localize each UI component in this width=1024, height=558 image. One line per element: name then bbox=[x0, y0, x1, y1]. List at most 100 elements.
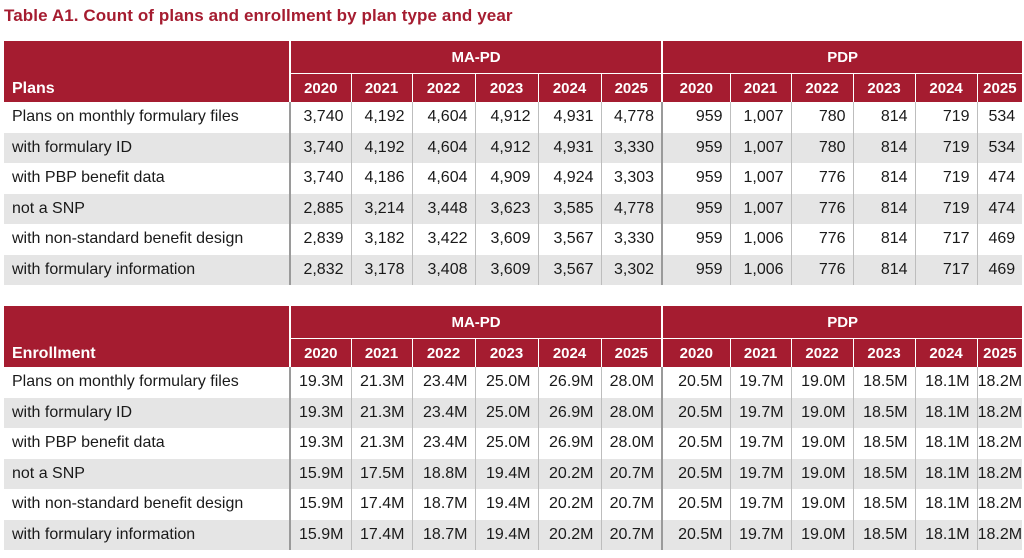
cell-pdp: 19.7M bbox=[730, 367, 792, 398]
cell-ma-pd: 17.4M bbox=[351, 519, 413, 550]
row-label: with PBP benefit data bbox=[4, 428, 291, 459]
cell-ma-pd: 25.0M bbox=[475, 428, 539, 459]
table-row: with formulary information 2,832 3,178 3,40… bbox=[4, 254, 1023, 285]
table-row: with non-standard benefit design 2,839 3,1… bbox=[4, 224, 1023, 255]
cell-ma-pd: 4,778 bbox=[601, 193, 664, 224]
cell-pdp: 814 bbox=[853, 163, 916, 194]
cell-ma-pd: 21.3M bbox=[351, 367, 413, 398]
year-header-ma-pd-1: 2021 bbox=[351, 338, 413, 367]
cell-ma-pd: 4,912 bbox=[475, 102, 539, 133]
enrollment-header-label: Enrollment bbox=[4, 306, 291, 367]
year-header-ma-pd-1: 2021 bbox=[351, 73, 413, 102]
cell-ma-pd: 19.3M bbox=[290, 397, 352, 428]
cell-pdp: 19.0M bbox=[791, 397, 854, 428]
year-header-ma-pd-3: 2023 bbox=[475, 73, 539, 102]
table-row: with formulary ID 3,740 4,192 4,604 4,912 4,9… bbox=[4, 132, 1023, 163]
table-row: Plans on monthly formulary files 3,740 4,1… bbox=[4, 102, 1023, 133]
cell-ma-pd: 3,609 bbox=[475, 224, 539, 255]
year-header-pdp-3: 2023 bbox=[853, 73, 916, 102]
cell-ma-pd: 2,839 bbox=[290, 224, 352, 255]
cell-pdp: 814 bbox=[853, 102, 916, 133]
cell-pdp: 780 bbox=[791, 132, 854, 163]
cell-pdp: 20.5M bbox=[662, 367, 731, 398]
table-row: with formulary information 15.9M 17.4M 18.7… bbox=[4, 519, 1023, 550]
cell-ma-pd: 2,832 bbox=[290, 254, 352, 285]
cell-pdp: 469 bbox=[977, 224, 1023, 255]
cell-pdp: 18.5M bbox=[853, 519, 916, 550]
year-header-pdp-4: 2024 bbox=[915, 338, 978, 367]
row-label: with formulary information bbox=[4, 254, 291, 285]
cell-pdp: 814 bbox=[853, 254, 916, 285]
cell-pdp: 18.1M bbox=[915, 428, 978, 459]
cell-ma-pd: 23.4M bbox=[412, 397, 476, 428]
group-header-ma-pd: MA-PD bbox=[290, 41, 664, 74]
cell-ma-pd: 18.8M bbox=[412, 458, 476, 489]
row-label: with non-standard benefit design bbox=[4, 224, 291, 255]
year-header-pdp-2: 2022 bbox=[791, 73, 854, 102]
cell-ma-pd: 19.4M bbox=[475, 489, 539, 520]
year-header-pdp-1: 2021 bbox=[730, 73, 792, 102]
cell-ma-pd: 26.9M bbox=[538, 397, 602, 428]
cell-ma-pd: 25.0M bbox=[475, 397, 539, 428]
cell-pdp: 18.2M bbox=[977, 367, 1023, 398]
cell-pdp: 776 bbox=[791, 163, 854, 194]
group-header-pdp: PDP bbox=[662, 41, 1023, 74]
cell-pdp: 776 bbox=[791, 193, 854, 224]
cell-ma-pd: 25.0M bbox=[475, 367, 539, 398]
cell-pdp: 469 bbox=[977, 254, 1023, 285]
cell-pdp: 1,007 bbox=[730, 102, 792, 133]
cell-pdp: 1,007 bbox=[730, 163, 792, 194]
year-header-ma-pd-2: 2022 bbox=[412, 73, 476, 102]
row-label: with formulary information bbox=[4, 519, 291, 550]
cell-ma-pd: 19.4M bbox=[475, 458, 539, 489]
cell-ma-pd: 21.3M bbox=[351, 428, 413, 459]
cell-ma-pd: 3,609 bbox=[475, 254, 539, 285]
year-header-pdp-0: 2020 bbox=[662, 338, 731, 367]
cell-ma-pd: 3,330 bbox=[601, 224, 664, 255]
row-label: with formulary ID bbox=[4, 397, 291, 428]
cell-ma-pd: 28.0M bbox=[601, 367, 664, 398]
cell-pdp: 20.5M bbox=[662, 397, 731, 428]
cell-ma-pd: 3,740 bbox=[290, 102, 352, 133]
cell-pdp: 19.0M bbox=[791, 489, 854, 520]
year-header-ma-pd-3: 2023 bbox=[475, 338, 539, 367]
cell-ma-pd: 3,567 bbox=[538, 254, 602, 285]
cell-ma-pd: 3,182 bbox=[351, 224, 413, 255]
cell-pdp: 19.7M bbox=[730, 458, 792, 489]
cell-pdp: 18.2M bbox=[977, 519, 1023, 550]
table-title: Table A1. Count of plans and enrollment … bbox=[4, 6, 513, 25]
table-row: not a SNP 2,885 3,214 3,448 3,623 3,585 4,778 9… bbox=[4, 193, 1023, 224]
cell-pdp: 1,006 bbox=[730, 254, 792, 285]
cell-pdp: 19.0M bbox=[791, 458, 854, 489]
year-header-pdp-0: 2020 bbox=[662, 73, 731, 102]
row-label: Plans on monthly formulary files bbox=[4, 102, 291, 133]
cell-pdp: 959 bbox=[662, 224, 731, 255]
cell-pdp: 719 bbox=[915, 132, 978, 163]
cell-ma-pd: 3,302 bbox=[601, 254, 664, 285]
cell-pdp: 814 bbox=[853, 193, 916, 224]
cell-ma-pd: 4,604 bbox=[412, 132, 476, 163]
cell-pdp: 20.5M bbox=[662, 489, 731, 520]
cell-ma-pd: 17.4M bbox=[351, 489, 413, 520]
cell-pdp: 18.1M bbox=[915, 397, 978, 428]
cell-ma-pd: 4,909 bbox=[475, 163, 539, 194]
cell-pdp: 18.5M bbox=[853, 397, 916, 428]
cell-ma-pd: 4,604 bbox=[412, 102, 476, 133]
cell-ma-pd: 4,924 bbox=[538, 163, 602, 194]
cell-ma-pd: 19.3M bbox=[290, 428, 352, 459]
row-label: Plans on monthly formulary files bbox=[4, 367, 291, 398]
year-header-ma-pd-5: 2025 bbox=[601, 338, 664, 367]
cell-ma-pd: 15.9M bbox=[290, 519, 352, 550]
cell-ma-pd: 23.4M bbox=[412, 367, 476, 398]
cell-pdp: 18.1M bbox=[915, 458, 978, 489]
cell-ma-pd: 4,931 bbox=[538, 132, 602, 163]
cell-ma-pd: 3,740 bbox=[290, 163, 352, 194]
cell-pdp: 474 bbox=[977, 163, 1023, 194]
cell-pdp: 18.5M bbox=[853, 428, 916, 459]
table-row: with non-standard benefit design 15.9M 17.… bbox=[4, 489, 1023, 520]
cell-ma-pd: 3,585 bbox=[538, 193, 602, 224]
plans-header-label: Plans bbox=[4, 41, 291, 102]
cell-pdp: 20.5M bbox=[662, 458, 731, 489]
cell-pdp: 959 bbox=[662, 132, 731, 163]
cell-pdp: 19.0M bbox=[791, 428, 854, 459]
